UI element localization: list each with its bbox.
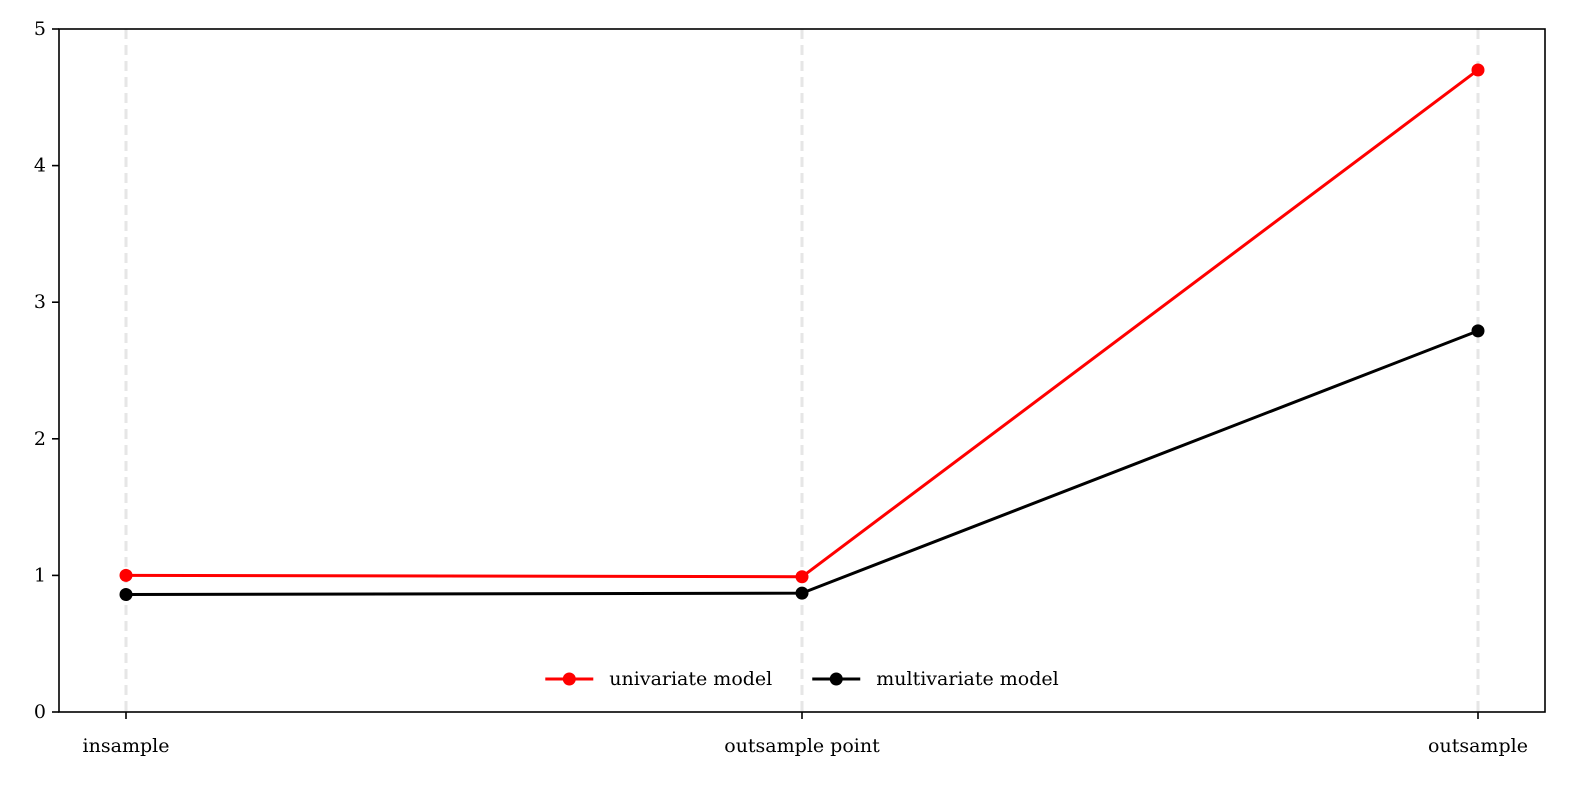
- legend-handle-marker-1: [829, 672, 843, 686]
- x-tick-label-0: insample: [83, 735, 170, 757]
- data-point-0-0: [119, 568, 133, 582]
- x-tick-label-2: outsample: [1428, 735, 1528, 757]
- data-point-1-0: [119, 588, 133, 602]
- y-tick-label-1: 1: [34, 564, 46, 586]
- axes-layer: 0 1 2 3 4 5 insample outsample point outsample: [34, 18, 1546, 757]
- y-tick-label-4: 4: [34, 155, 46, 177]
- y-tick-label-3: 3: [34, 291, 46, 313]
- data-point-1-2: [1471, 324, 1485, 338]
- legend-label-0: univariate model: [609, 668, 772, 690]
- legend-handle-marker-0: [562, 672, 576, 686]
- legend: univariate model multivariate model: [545, 668, 1059, 690]
- data-point-0-1: [795, 570, 809, 584]
- legend-label-1: multivariate model: [876, 668, 1058, 690]
- series-layer: [119, 63, 1485, 602]
- data-point-1-1: [795, 586, 809, 600]
- y-tick-label-0: 0: [34, 701, 46, 723]
- data-point-0-2: [1471, 63, 1485, 77]
- y-tick-label-5: 5: [34, 18, 46, 40]
- y-tick-label-2: 2: [34, 428, 46, 450]
- x-tick-label-1: outsample point: [724, 735, 880, 757]
